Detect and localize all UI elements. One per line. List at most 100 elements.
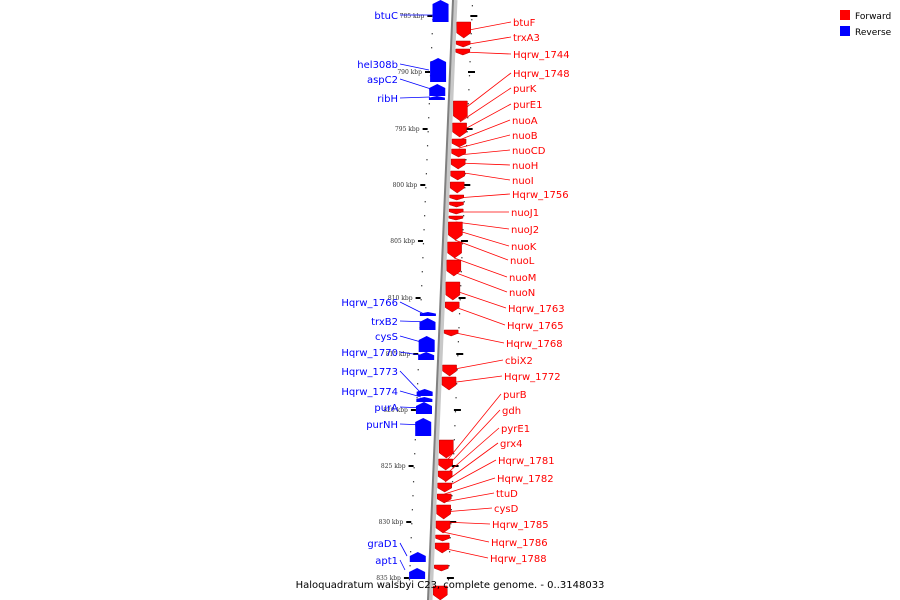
forward-gene-feature[interactable] xyxy=(434,564,449,572)
forward-gene-label[interactable]: nuoK xyxy=(511,242,537,253)
reverse-gene-label[interactable]: Hqrw_1766 xyxy=(341,298,398,309)
reverse-gene-label[interactable]: Hqrw_1773 xyxy=(341,367,398,378)
forward-gene-feature[interactable] xyxy=(449,181,465,194)
forward-gene-feature[interactable] xyxy=(442,364,457,377)
forward-gene-feature[interactable] xyxy=(451,148,466,158)
forward-gene-label[interactable]: nuoN xyxy=(509,288,535,299)
forward-gene-feature[interactable] xyxy=(435,520,451,534)
forward-gene-feature[interactable] xyxy=(449,201,464,208)
forward-gene-feature[interactable] xyxy=(435,534,450,542)
reverse-gene-label[interactable]: purA xyxy=(374,403,398,414)
forward-gene-label[interactable]: grx4 xyxy=(500,439,522,450)
reverse-gene-feature[interactable] xyxy=(430,58,447,82)
minor-tick-right xyxy=(453,453,455,455)
forward-gene-label[interactable]: purE1 xyxy=(513,100,542,111)
reverse-gene-label[interactable]: Hqrw_1770 xyxy=(341,348,398,359)
forward-gene-label[interactable]: Hqrw_1786 xyxy=(491,538,548,549)
reverse-gene-label[interactable]: purNH xyxy=(366,420,398,431)
reverse-gene-label[interactable]: hel308b xyxy=(357,60,398,71)
reverse-gene-label[interactable]: graD1 xyxy=(367,539,398,550)
reverse-gene-label[interactable]: ribH xyxy=(377,94,398,105)
forward-gene-feature[interactable] xyxy=(443,329,459,337)
forward-gene-label[interactable]: nuoJ2 xyxy=(511,225,539,236)
forward-gene-leader xyxy=(454,257,508,278)
forward-gene-label[interactable]: cysD xyxy=(494,504,519,515)
forward-gene-feature[interactable] xyxy=(450,158,466,170)
forward-gene-feature[interactable] xyxy=(456,21,471,39)
forward-gene-feature[interactable] xyxy=(437,470,453,482)
reverse-gene-leader xyxy=(399,351,428,357)
forward-gene-label[interactable]: purK xyxy=(513,84,537,95)
reverse-gene-feature[interactable] xyxy=(419,318,436,330)
reverse-gene-feature[interactable] xyxy=(429,84,446,96)
forward-gene-label[interactable]: trxA3 xyxy=(513,33,540,44)
forward-gene-label[interactable]: nuoL xyxy=(510,256,535,267)
forward-gene-feature[interactable] xyxy=(451,138,467,148)
forward-gene-label[interactable]: Hqrw_1763 xyxy=(508,304,565,315)
forward-gene-label[interactable]: nuoM xyxy=(509,273,536,284)
reverse-gene-feature[interactable] xyxy=(415,418,432,436)
forward-gene-feature[interactable] xyxy=(448,208,464,215)
forward-gene-label[interactable]: nuoH xyxy=(512,161,538,172)
reverse-gene-feature[interactable] xyxy=(416,397,433,402)
forward-gene-feature[interactable] xyxy=(448,221,463,241)
reverse-gene-feature[interactable] xyxy=(416,389,433,396)
forward-gene-feature[interactable] xyxy=(446,259,462,277)
forward-gene-label[interactable]: Hqrw_1782 xyxy=(497,474,554,485)
forward-gene-feature[interactable] xyxy=(436,493,452,504)
forward-gene-feature[interactable] xyxy=(434,542,450,554)
forward-gene-label[interactable]: nuoCD xyxy=(512,146,546,157)
forward-gene-feature[interactable] xyxy=(433,585,448,600)
forward-gene-feature[interactable] xyxy=(445,281,461,301)
minor-tick-right xyxy=(464,187,466,189)
forward-gene-label[interactable]: Hqrw_1788 xyxy=(490,554,547,565)
forward-gene-label[interactable]: Hqrw_1748 xyxy=(513,69,570,80)
minor-tick-right xyxy=(458,313,461,315)
forward-gene-label[interactable]: purB xyxy=(503,390,527,401)
forward-gene-label[interactable]: Hqrw_1772 xyxy=(504,372,561,383)
forward-gene-feature[interactable] xyxy=(450,170,465,181)
forward-gene-label[interactable]: Hqrw_1781 xyxy=(498,456,555,467)
reverse-gene-label[interactable]: Hqrw_1774 xyxy=(341,387,398,398)
forward-gene-label[interactable]: nuoA xyxy=(512,116,538,127)
reverse-gene-feature[interactable] xyxy=(409,552,426,562)
reverse-gene-feature[interactable] xyxy=(428,96,445,100)
forward-gene-feature[interactable] xyxy=(436,504,451,520)
forward-gene-label[interactable]: Hqrw_1765 xyxy=(507,321,564,332)
forward-gene-label[interactable]: btuF xyxy=(513,18,536,29)
forward-gene-label[interactable]: nuoB xyxy=(512,131,538,142)
forward-gene-feature[interactable] xyxy=(455,40,471,48)
forward-gene-label[interactable]: gdh xyxy=(502,406,521,417)
minor-tick-right xyxy=(469,61,471,63)
reverse-gene-feature[interactable] xyxy=(432,0,449,22)
reverse-gene-feature[interactable] xyxy=(409,568,426,579)
forward-gene-feature[interactable] xyxy=(455,48,471,56)
reverse-gene-label[interactable]: aspC2 xyxy=(367,75,398,86)
forward-gene-feature[interactable] xyxy=(437,482,452,493)
reverse-gene-label[interactable]: cysS xyxy=(375,332,398,343)
reverse-gene-label[interactable]: btuC xyxy=(374,11,398,22)
minor-tick-left xyxy=(425,173,427,175)
forward-gene-label[interactable]: cbiX2 xyxy=(505,356,533,367)
minor-tick-right xyxy=(468,75,471,77)
forward-gene-label[interactable]: Hqrw_1785 xyxy=(492,520,549,531)
reverse-gene-label[interactable]: trxB2 xyxy=(371,317,398,328)
forward-gene-feature[interactable] xyxy=(453,100,468,122)
forward-gene-label[interactable]: ttuD xyxy=(496,489,518,500)
forward-gene-label[interactable]: nuoI xyxy=(512,176,534,187)
reverse-gene-label[interactable]: apt1 xyxy=(375,556,398,567)
forward-gene-feature[interactable] xyxy=(441,376,457,391)
forward-gene-feature[interactable] xyxy=(438,458,453,471)
forward-gene-feature[interactable] xyxy=(452,122,467,138)
forward-gene-label[interactable]: pyrE1 xyxy=(501,424,530,435)
forward-gene-feature[interactable] xyxy=(447,241,462,259)
forward-gene-label[interactable]: Hqrw_1756 xyxy=(512,190,569,201)
forward-gene-feature[interactable] xyxy=(439,439,454,459)
forward-gene-feature[interactable] xyxy=(444,301,460,313)
reverse-gene-feature[interactable] xyxy=(419,312,436,316)
forward-gene-label[interactable]: Hqrw_1744 xyxy=(513,50,570,61)
forward-gene-label[interactable]: Hqrw_1768 xyxy=(506,339,563,350)
forward-gene-feature[interactable] xyxy=(449,194,465,201)
forward-gene-feature[interactable] xyxy=(448,215,464,221)
forward-gene-label[interactable]: nuoJ1 xyxy=(511,208,539,219)
